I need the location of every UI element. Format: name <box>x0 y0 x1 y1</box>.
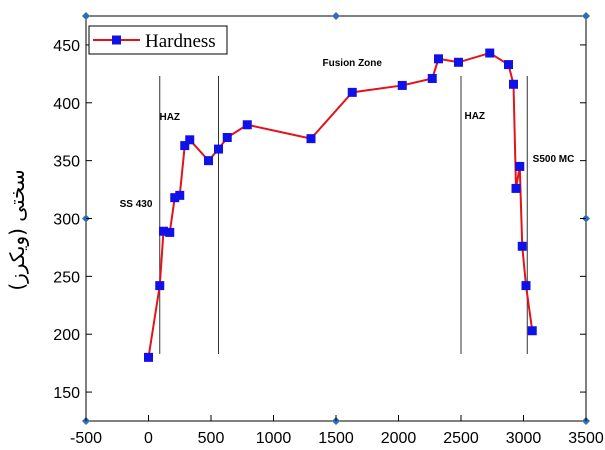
x-axis: -500 0 500 1000 1500 2000 2500 3000 3500 <box>70 415 604 447</box>
legend-label: Hardness <box>145 31 216 52</box>
data-point <box>504 60 513 70</box>
region-annotations: SS 430 HAZ Fusion Zone HAZ S500 MC <box>120 58 575 210</box>
data-point <box>306 134 316 144</box>
data-point <box>185 135 195 145</box>
data-point <box>397 80 407 90</box>
y-tick-label: 400 <box>53 96 80 113</box>
x-tick-label: 2500 <box>443 430 479 447</box>
region-label: HAZ <box>159 112 180 123</box>
x-tick-label: 3000 <box>506 430 542 447</box>
x-tick-label: 2000 <box>381 430 417 447</box>
data-point <box>242 120 252 130</box>
region-boundaries <box>159 76 528 354</box>
data-point <box>511 183 521 193</box>
data-point <box>454 57 463 67</box>
data-point <box>155 281 165 291</box>
y-tick-label: 200 <box>53 327 80 344</box>
hardness-line <box>147 51 534 358</box>
data-point <box>165 227 175 237</box>
frame-handle <box>332 12 340 20</box>
data-point <box>427 73 437 83</box>
frame-handle <box>582 12 590 20</box>
data-point <box>214 144 223 154</box>
frame-handle <box>82 12 90 20</box>
x-tick-label: -500 <box>70 430 102 447</box>
region-label: Fusion Zone <box>323 58 383 69</box>
y-tick-label: 150 <box>53 385 80 402</box>
y-axis: 150 200 250 300 350 400 450 <box>53 38 586 402</box>
data-point <box>222 133 232 142</box>
y-tick-label: 450 <box>53 38 80 55</box>
data-point <box>170 193 180 203</box>
region-label: HAZ <box>464 111 485 122</box>
data-point <box>434 54 443 64</box>
data-point <box>175 190 185 200</box>
data-point <box>347 87 357 97</box>
data-point <box>159 226 168 236</box>
data-point <box>485 48 495 58</box>
x-tick-label: 3500 <box>568 430 604 447</box>
y-tick-label: 250 <box>53 269 80 286</box>
region-label: S500 MC <box>533 154 575 165</box>
data-point <box>144 352 153 362</box>
x-tick-label: 1000 <box>256 430 292 447</box>
legend-marker-swatch <box>112 35 121 45</box>
x-tick-label: 0 <box>144 430 153 447</box>
data-point <box>509 79 518 89</box>
y-tick-label: 300 <box>53 212 80 229</box>
legend: Hardness <box>88 25 228 55</box>
data-point <box>521 281 531 291</box>
data-point <box>204 156 213 166</box>
data-point <box>515 161 525 171</box>
region-label: SS 430 <box>120 199 153 210</box>
y-tick-label: 350 <box>53 154 80 171</box>
data-point <box>527 326 537 336</box>
data-point <box>180 141 190 151</box>
plot-frame <box>82 12 590 425</box>
x-tick-label: 500 <box>198 430 225 447</box>
x-tick-label: 1500 <box>318 430 354 447</box>
y-axis-label: سختی (ویکرز) <box>5 169 29 290</box>
data-point <box>517 241 527 251</box>
series-layer <box>144 48 537 362</box>
